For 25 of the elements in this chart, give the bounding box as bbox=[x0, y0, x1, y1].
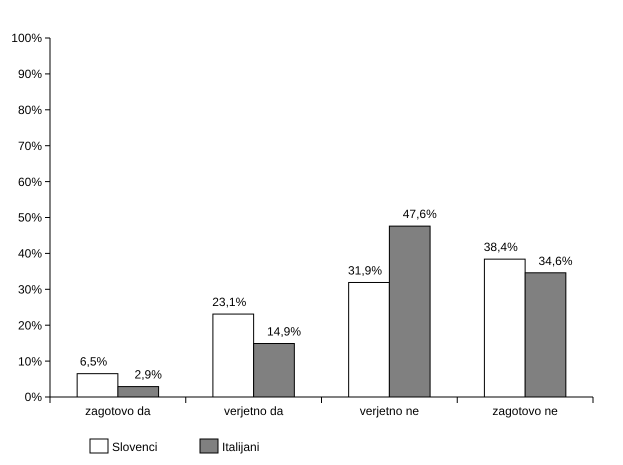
data-label: 47,6% bbox=[402, 207, 438, 222]
y-tick-label: 40% bbox=[18, 246, 42, 261]
y-tick-label: 100% bbox=[11, 31, 42, 46]
y-tick-label: 70% bbox=[18, 138, 42, 153]
y-tick-label: 80% bbox=[18, 103, 42, 117]
y-tick-label: 0% bbox=[24, 390, 42, 404]
legend-label: Slovenci bbox=[112, 440, 158, 454]
x-tick-label: verjetno da bbox=[224, 404, 284, 418]
data-label: 31,9% bbox=[348, 263, 382, 278]
y-tick-label: 90% bbox=[18, 67, 42, 82]
data-label: 38,4% bbox=[484, 240, 518, 254]
y-tick-label: 60% bbox=[18, 174, 42, 189]
x-tick-label: zagotovo da bbox=[85, 404, 151, 418]
data-label: 34,6% bbox=[538, 254, 573, 268]
x-tick-label: zagotovo ne bbox=[492, 404, 558, 418]
x-tick-label: verjetno ne bbox=[360, 404, 420, 418]
y-tick-label: 30% bbox=[18, 282, 42, 296]
y-tick-label: 10% bbox=[18, 354, 42, 368]
data-label: 2,9% bbox=[134, 368, 162, 382]
data-label: 6,5% bbox=[80, 354, 108, 369]
data-label: 23,1% bbox=[212, 295, 247, 310]
legend-label: Italijani bbox=[222, 440, 260, 454]
data-label: 14,9% bbox=[266, 324, 302, 339]
y-tick-label: 20% bbox=[18, 318, 42, 332]
y-tick-label: 50% bbox=[18, 210, 42, 225]
